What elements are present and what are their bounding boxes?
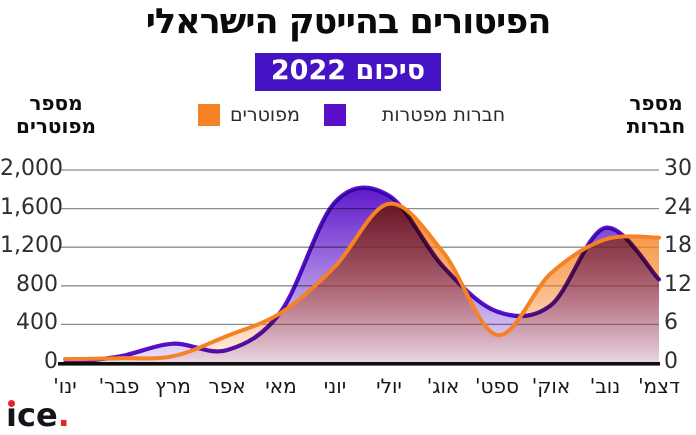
x-axis-label-month: מרץ — [155, 374, 191, 398]
x-axis-label-month: יוני — [323, 374, 347, 398]
laid-off-line — [63, 201, 661, 362]
right-axis-tick: 0 — [664, 349, 678, 374]
right-axis-title: מספר חברות — [620, 92, 692, 138]
x-axis-label-month: נוב' — [589, 374, 621, 398]
left-axis-title-line1: מספר — [29, 91, 83, 115]
left-axis-tick: 0 — [44, 349, 58, 374]
legend-swatch-laid-off — [198, 104, 220, 126]
logo-red-dot — [8, 400, 15, 407]
chart-title: הפיטורים בהייטק הישראלי — [145, 2, 552, 42]
ice-logo: ıce. — [6, 396, 70, 434]
right-axis-tick: 30 — [664, 156, 692, 181]
x-axis-label-month: ינו' — [53, 374, 77, 398]
right-axis-tick: 12 — [664, 271, 692, 297]
legend-label: חברות מפטרות — [381, 104, 506, 126]
x-axis-label-month: יולי — [376, 374, 402, 398]
x-axis-label-month: אפר — [208, 374, 246, 398]
left-axis-title: מספר מפוטרים — [4, 92, 108, 138]
right-axis-tick: 24 — [664, 194, 692, 220]
x-axis-line — [58, 362, 660, 366]
x-axis-label-month: אוג' — [426, 374, 460, 398]
right-axis-tick: 18 — [664, 233, 692, 259]
legend-label: מפוטרים — [230, 104, 300, 126]
legend-swatch-companies — [323, 104, 346, 126]
right-axis-title-line1: מספר — [629, 91, 683, 115]
logo-period: . — [57, 396, 70, 434]
right-axis-title-line2: חברות — [626, 114, 686, 138]
left-axis-tick: 400 — [16, 310, 58, 336]
companies-area — [65, 187, 659, 363]
x-axis-label-month: אוק' — [531, 374, 571, 398]
left-axis-tick: 1,200 — [0, 233, 63, 259]
x-axis-label-month: דצמ' — [638, 374, 680, 398]
x-axis-label-month: מאי — [265, 374, 297, 398]
left-axis-tick: 800 — [16, 271, 58, 297]
right-axis-tick: 6 — [664, 310, 678, 336]
left-axis-tick: 2,000 — [0, 156, 63, 181]
x-axis-label-month: פבר' — [98, 374, 140, 398]
legend: מפוטרים חברות מפטרות — [198, 104, 505, 126]
year-summary-badge: סיכום 2022 — [254, 53, 442, 91]
companies-line — [62, 185, 662, 366]
left-axis-tick: 1,600 — [0, 194, 63, 220]
left-axis-title-line2: מפוטרים — [16, 114, 96, 138]
badge-row: סיכום 2022 — [0, 53, 696, 91]
x-axis-label-month: ספט' — [475, 374, 519, 398]
